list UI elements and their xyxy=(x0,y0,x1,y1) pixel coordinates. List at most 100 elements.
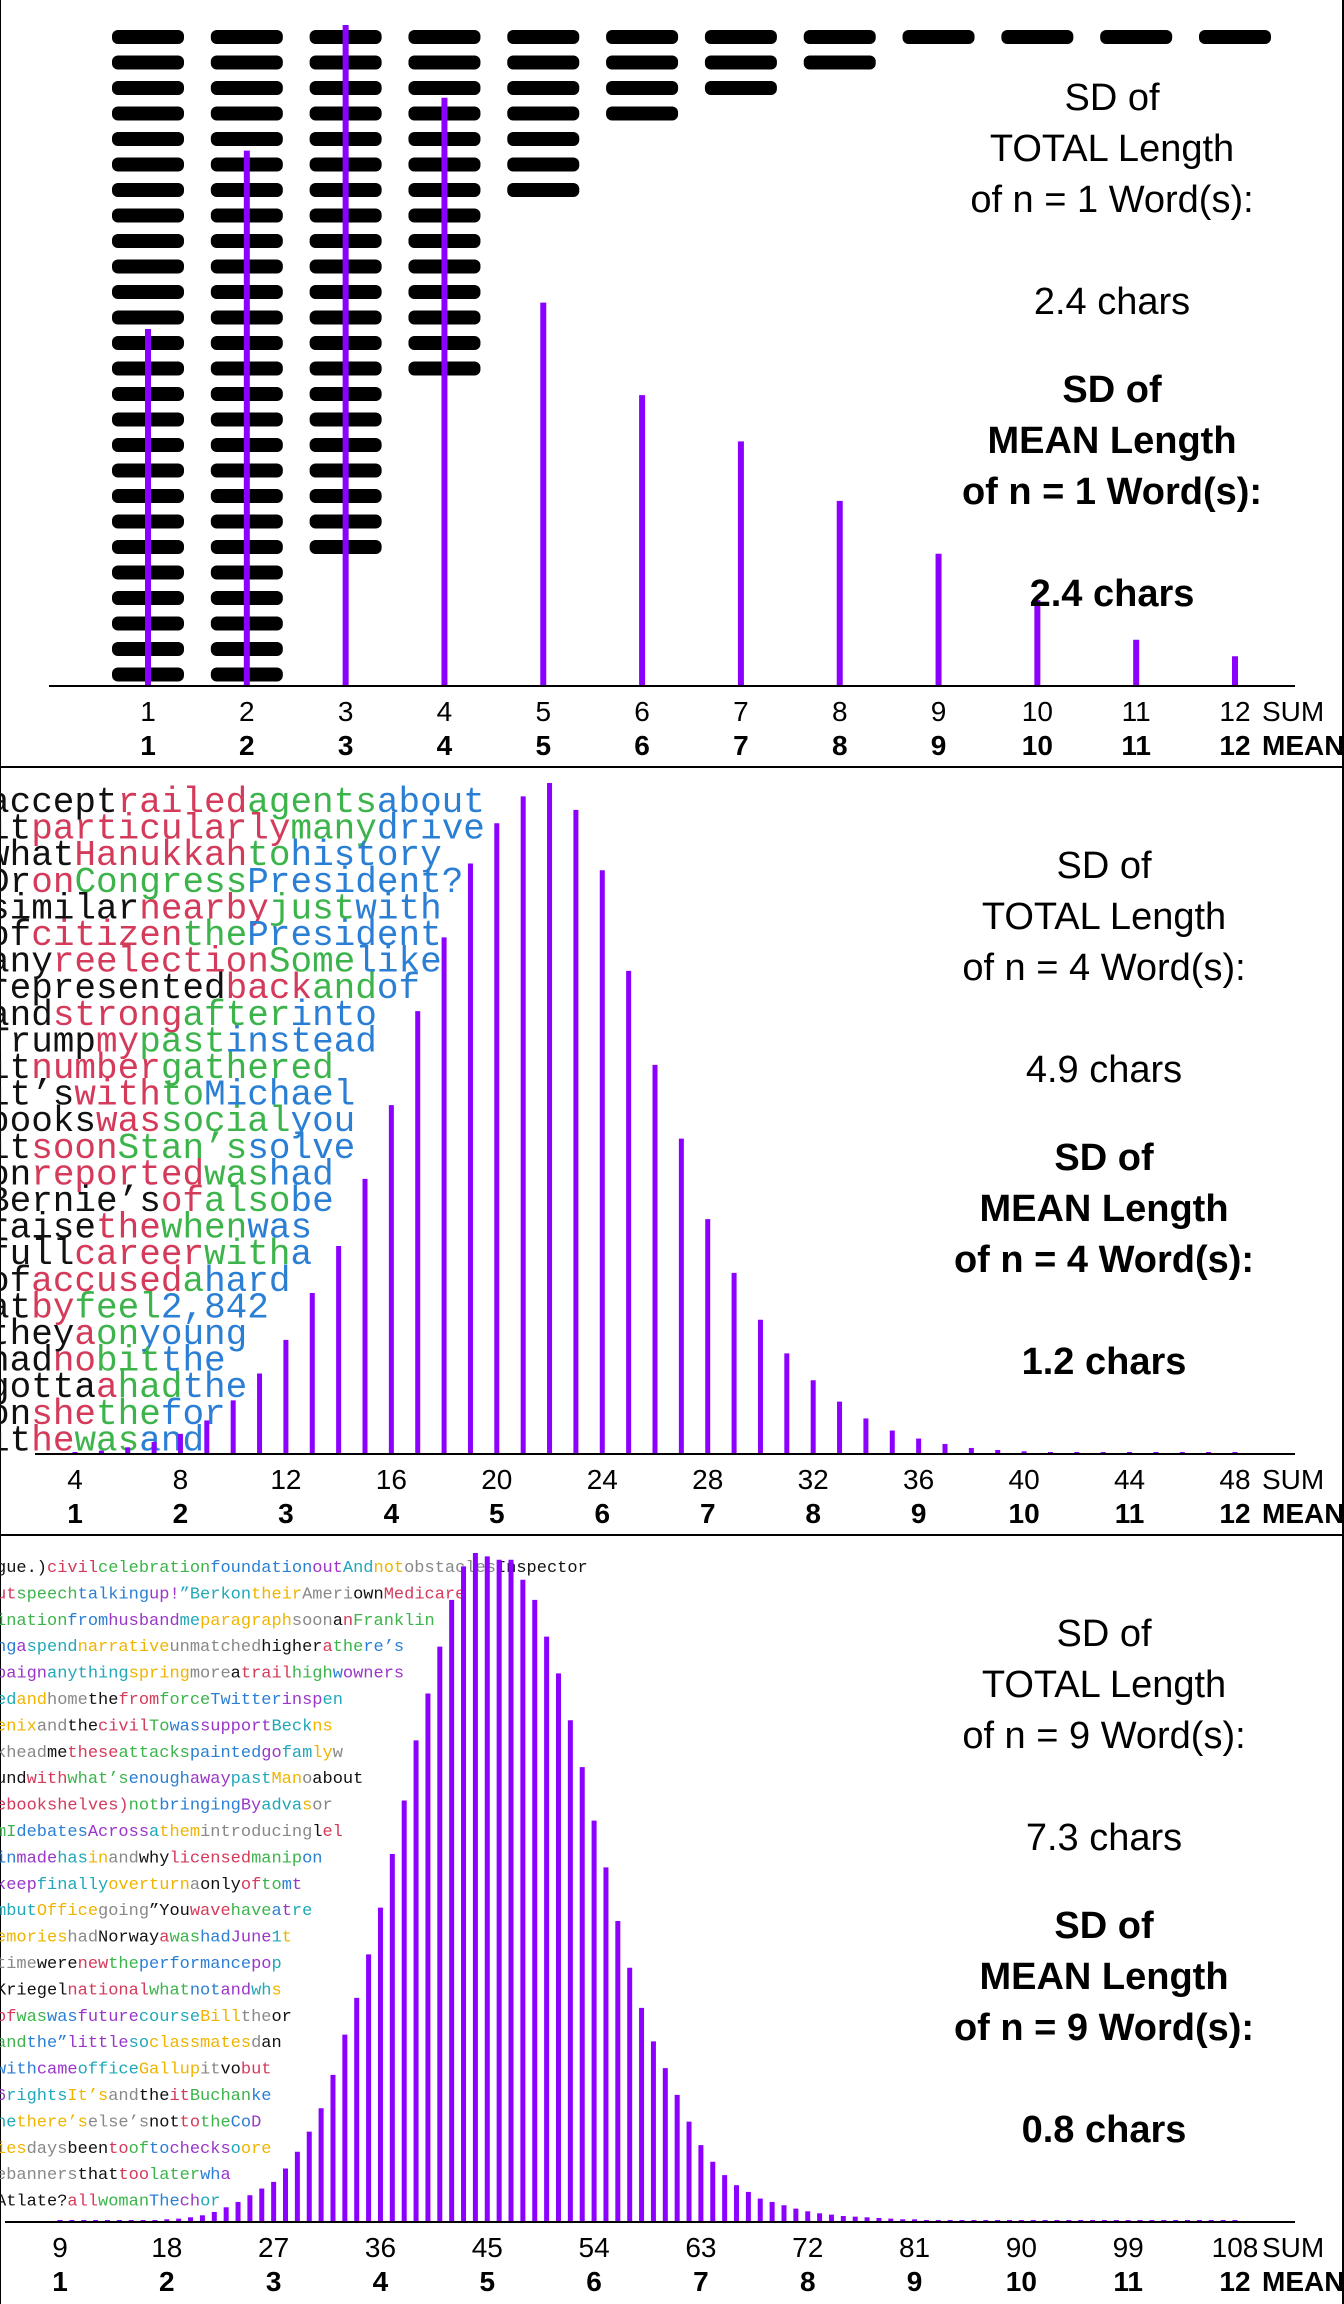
tick-label-mean: 12 xyxy=(1219,730,1250,761)
word-token: 6 xyxy=(0,2087,6,2106)
word-token: citizen xyxy=(31,915,182,956)
word-token: or xyxy=(312,1797,332,1816)
word-block xyxy=(112,55,184,70)
word-row: acceptrailedagentsabout xyxy=(0,782,485,823)
word-token: had xyxy=(269,1154,334,1195)
total-sd-text: SD of xyxy=(1056,845,1151,887)
word-token: of xyxy=(241,1876,261,1895)
word-token: en xyxy=(323,1691,343,1710)
word-block xyxy=(507,55,580,70)
word-token: she xyxy=(31,1394,96,1435)
tick-label-sum: 4 xyxy=(67,1464,83,1495)
word-token: not xyxy=(149,2113,180,2132)
word-token: what’s xyxy=(67,1770,128,1789)
word-token: trail xyxy=(241,1665,292,1684)
word-row: kheadmetheseattackspaintedgofamlyw xyxy=(0,1744,344,1763)
word-token: back xyxy=(226,968,312,1009)
word-token: spring xyxy=(129,1665,190,1684)
word-row: ebookshelves)notbringingByadvasor xyxy=(0,1797,333,1816)
word-token: drive xyxy=(377,809,485,850)
word-row: similarnearbyjustwith xyxy=(0,888,442,929)
word-token: from xyxy=(67,1612,108,1631)
word-row: ngaspendnarrativeunmatchedhigherathere’s xyxy=(0,1638,404,1657)
word-token: und xyxy=(0,1770,27,1789)
word-token: soon xyxy=(31,1128,117,1169)
word-token: and xyxy=(108,1849,139,1868)
word-token: the xyxy=(333,1638,364,1657)
total-sd-text: SD of xyxy=(1056,1613,1151,1655)
word-token: has xyxy=(57,1849,88,1868)
word-token: what xyxy=(149,1981,190,2000)
mean-sd-text: of n = 1 Word(s): xyxy=(962,471,1262,513)
word-token: history xyxy=(290,835,441,876)
word-token: t xyxy=(292,1876,302,1895)
tick-label-mean: 4 xyxy=(384,1498,400,1529)
word-token: the xyxy=(182,915,247,956)
word-token: the xyxy=(161,1341,226,1382)
word-token: a xyxy=(182,1261,204,1302)
word-token: instead xyxy=(226,1021,377,1062)
tick-label-mean: 8 xyxy=(800,2266,816,2297)
word-token: but xyxy=(241,2061,272,2080)
word-token: he xyxy=(0,2113,16,2132)
word-token: Twitter xyxy=(210,1691,281,1710)
word-row: anyreelectionSomelike xyxy=(0,942,442,983)
word-token: o xyxy=(302,1770,312,1789)
word-token: all xyxy=(67,2193,98,2212)
word-token: number xyxy=(31,1048,161,1089)
word-token: came xyxy=(37,2061,78,2080)
word-token: home xyxy=(47,1691,88,1710)
word-block xyxy=(210,55,283,70)
word-token: a xyxy=(323,1638,333,1657)
total-sd-text: of n = 9 Word(s): xyxy=(962,1715,1245,1757)
word-token: that xyxy=(78,2166,119,2185)
word-token: reported xyxy=(31,1154,204,1195)
word-token: full xyxy=(0,1234,74,1275)
tick-label-mean: 7 xyxy=(693,2266,709,2297)
word-token: on xyxy=(0,1394,31,1435)
word-token: By xyxy=(241,1797,261,1816)
word-row: hethere’selse’snottotheCoD xyxy=(0,2113,261,2132)
word-row: Bernie’sofalsobe xyxy=(0,1181,334,1222)
word-token: mbut xyxy=(0,1902,37,1921)
word-token: June xyxy=(231,1929,272,1948)
axis-label-sum: SUM xyxy=(1262,696,1324,727)
word-block xyxy=(704,81,777,95)
word-token: the xyxy=(200,2113,231,2132)
word-token: with xyxy=(204,1234,290,1275)
word-token: any xyxy=(0,942,53,983)
word-row: ofcitizenthePresident xyxy=(0,915,442,956)
word-token: Inspector xyxy=(496,1559,588,1578)
word-token: Michael xyxy=(204,1075,355,1116)
word-token: Trump xyxy=(0,1021,96,1062)
word-token: to xyxy=(261,1876,281,1895)
word-token: adva xyxy=(261,1797,302,1816)
word-token: to xyxy=(149,2140,169,2159)
word-row: DronCongressPresident? xyxy=(0,862,463,903)
word-token: bit xyxy=(96,1341,161,1382)
word-token: o xyxy=(231,2140,241,2159)
word-token: gue.) xyxy=(0,1559,47,1578)
word-token: to xyxy=(180,2113,200,2132)
mean-sd-text: 2.4 chars xyxy=(1030,573,1195,615)
mean-sd-text: SD of xyxy=(1054,1905,1154,1947)
word-block xyxy=(606,55,679,70)
word-token: Kriegel xyxy=(0,1981,67,2000)
word-token: and xyxy=(312,968,377,1009)
tick-label-sum: 27 xyxy=(258,2232,289,2263)
word-token: time xyxy=(0,1955,37,1974)
word-token: and xyxy=(220,1981,251,2000)
word-token: spend xyxy=(27,1638,78,1657)
word-token: the xyxy=(241,2008,272,2027)
word-token: it xyxy=(0,1128,31,1169)
mean-sd-text: SD of xyxy=(1062,369,1162,411)
word-token: Congress xyxy=(74,862,247,903)
tick-label-sum: 2 xyxy=(239,696,255,727)
word-token: wh xyxy=(200,2166,220,2185)
word-row: ithewasand xyxy=(0,1420,204,1461)
word-token: a xyxy=(16,1638,26,1657)
word-row: bookswassocialyou xyxy=(0,1101,355,1142)
word-block xyxy=(112,234,184,248)
tick-label-mean: 12 xyxy=(1219,1498,1250,1529)
tick-label-mean: 3 xyxy=(278,1498,294,1529)
